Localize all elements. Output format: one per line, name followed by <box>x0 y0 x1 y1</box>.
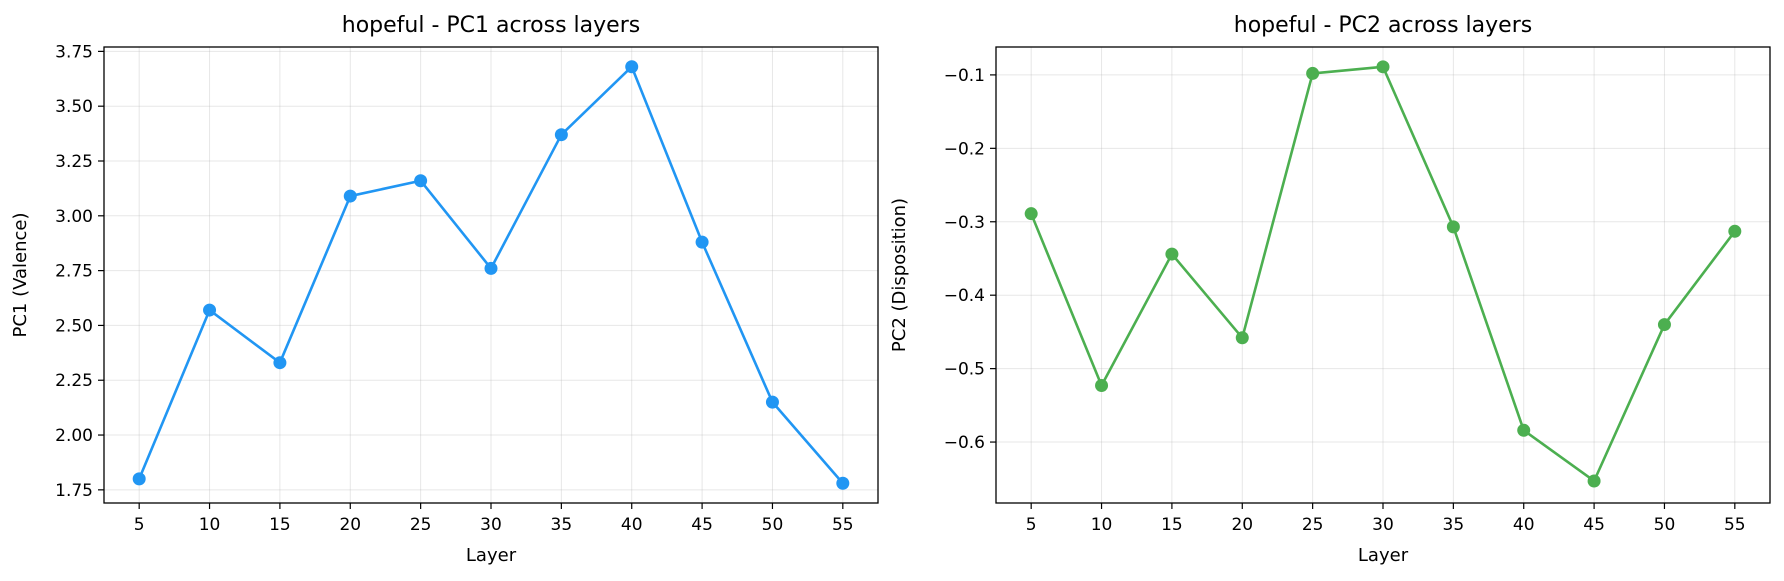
chart-1-x-tick-label: 10 <box>1091 515 1113 535</box>
chart-1-data-point <box>1657 318 1671 332</box>
chart-0-x-tick-label: 50 <box>762 515 784 535</box>
chart-0-data-point <box>765 395 779 409</box>
chart-0-data-point <box>343 189 357 203</box>
chart-0-data-point <box>414 174 428 188</box>
chart-0-y-tick-label: 1.75 <box>55 481 93 501</box>
chart-0-title: hopeful - PC1 across layers <box>342 13 640 38</box>
chart-1-data-point <box>1517 423 1531 437</box>
chart-0-y-tick-label: 2.75 <box>55 262 93 282</box>
chart-0-data-point <box>836 476 850 490</box>
chart-panel-pc1: 5 10 15 20 25 30 35 40 45 50 55 1.75 2.00 2.25 2.50 2.7… <box>10 13 879 566</box>
chart-0-x-axis-label: Layer <box>466 545 517 566</box>
chart-0-y-tick-label: 3.50 <box>55 97 93 117</box>
chart-1-y-tick-label: −0.3 <box>944 213 985 233</box>
chart-0-data-point <box>695 235 709 249</box>
chart-1-x-tick-label: 50 <box>1654 515 1676 535</box>
chart-0-y-axis-label: PC1 (Valence) <box>10 212 31 337</box>
chart-1-x-tick-label: 40 <box>1513 515 1535 535</box>
chart-0-y-tick-label: 2.50 <box>55 316 93 336</box>
chart-1-y-tick-label: −0.2 <box>944 139 985 159</box>
chart-1-y-tick-label: −0.6 <box>944 433 985 453</box>
chart-1-x-tick-label: 5 <box>1026 515 1037 535</box>
chart-1-data-point <box>1446 220 1460 234</box>
chart-0-data-point <box>554 128 568 142</box>
chart-1-x-tick-label: 25 <box>1302 515 1324 535</box>
chart-0-x-tick-label: 30 <box>480 515 502 535</box>
chart-1-data-point <box>1095 379 1109 393</box>
chart-1-y-tick-label: −0.1 <box>944 66 985 86</box>
chart-1-data-point <box>1587 474 1601 488</box>
chart-panel-pc2: 5 10 15 20 25 30 35 40 45 50 55 −0.6 −0.5 −0.4 −0.3 −0.… <box>889 13 1771 566</box>
chart-1-y-tick-label: −0.4 <box>944 286 985 306</box>
chart-0-x-tick-label: 35 <box>551 515 573 535</box>
chart-0-x-tick-label: 15 <box>269 515 291 535</box>
chart-1-x-tick-label: 45 <box>1583 515 1605 535</box>
chart-1-y-tick-label: −0.5 <box>944 360 985 380</box>
chart-1-x-tick-label: 20 <box>1231 515 1253 535</box>
chart-0-data-point <box>203 303 217 317</box>
chart-1-x-tick-label: 35 <box>1443 515 1465 535</box>
chart-1-data-point <box>1235 331 1249 345</box>
chart-0-data-point <box>625 60 639 74</box>
chart-1-x-tick-label: 30 <box>1372 515 1394 535</box>
chart-1-x-axis-label: Layer <box>1358 545 1409 566</box>
chart-0-x-tick-label: 25 <box>410 515 432 535</box>
chart-1-data-point <box>1024 207 1038 221</box>
chart-0-data-point <box>273 356 287 370</box>
chart-0-data-point <box>132 472 146 486</box>
chart-1-data-point <box>1728 224 1742 238</box>
chart-0-x-tick-label: 55 <box>832 515 854 535</box>
chart-0-y-tick-label: 3.75 <box>55 42 93 62</box>
chart-1-title: hopeful - PC2 across layers <box>1234 13 1532 38</box>
chart-1-data-point <box>1376 60 1390 74</box>
chart-0-y-tick-label: 2.25 <box>55 371 93 391</box>
chart-0-x-tick-label: 45 <box>691 515 713 535</box>
chart-0-x-tick-label: 10 <box>199 515 221 535</box>
chart-1-data-point <box>1165 247 1179 261</box>
chart-0-data-point <box>484 261 498 275</box>
chart-0-x-tick-label: 20 <box>339 515 361 535</box>
chart-1-x-tick-label: 15 <box>1161 515 1183 535</box>
chart-1-data-point <box>1306 66 1320 80</box>
chart-0-y-tick-label: 3.00 <box>55 207 93 227</box>
chart-1-y-axis-label: PC2 (Disposition) <box>889 198 910 352</box>
chart-1-x-tick-label: 55 <box>1724 515 1746 535</box>
chart-0-x-tick-label: 40 <box>621 515 643 535</box>
chart-0-y-tick-label: 2.00 <box>55 426 93 446</box>
chart-0-x-tick-label: 5 <box>134 515 145 535</box>
chart-0-y-tick-label: 3.25 <box>55 152 93 172</box>
